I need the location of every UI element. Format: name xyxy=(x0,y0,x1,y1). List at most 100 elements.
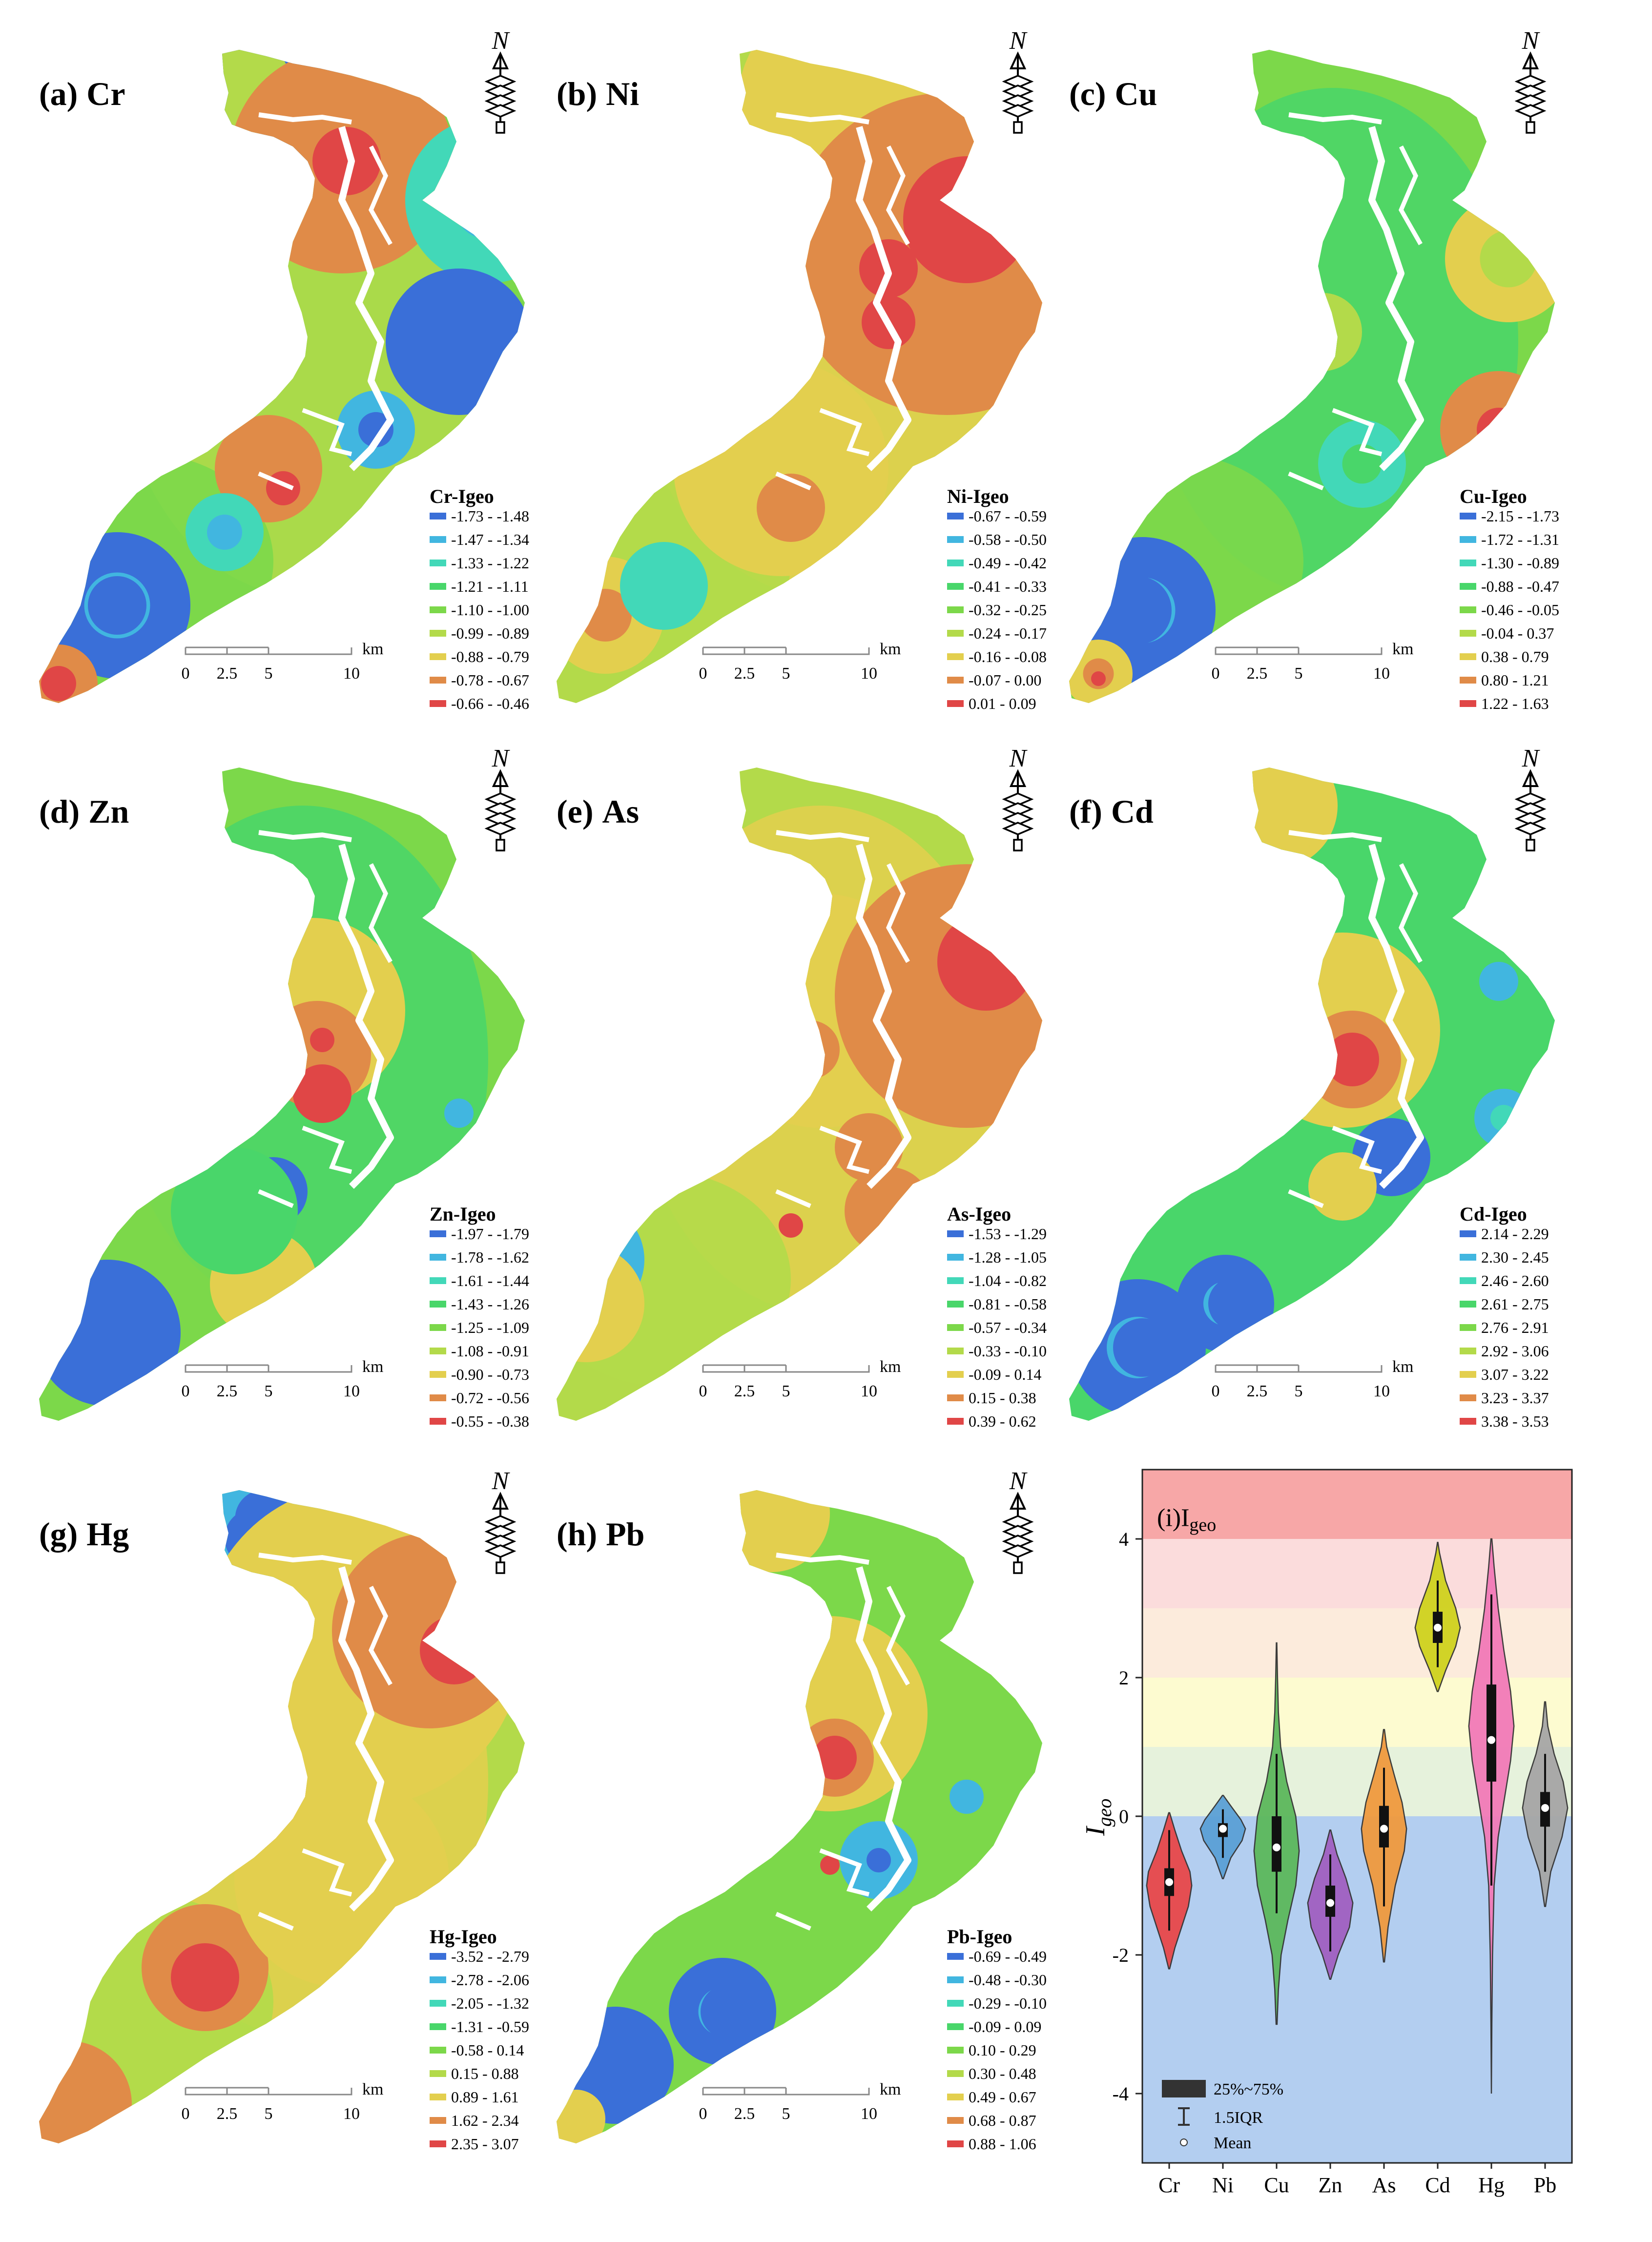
north-arrow-icon: N xyxy=(1514,745,1547,851)
scale-unit-label: km xyxy=(362,640,383,658)
legend-swatch xyxy=(947,677,964,684)
legend-class-label: -1.97 - -1.79 xyxy=(451,1225,529,1243)
hotspot xyxy=(701,1985,754,2038)
legend-swatch xyxy=(430,2140,446,2147)
hotspot xyxy=(312,127,381,195)
legend-class-label: -0.09 - 0.09 xyxy=(969,2018,1041,2035)
hotspot xyxy=(310,1028,334,1052)
legend-class-label: 2.76 - 2.91 xyxy=(1481,1319,1549,1336)
scale-ticks xyxy=(226,1365,269,1372)
legend-swatch xyxy=(1460,1254,1476,1261)
north-stack xyxy=(1002,1544,1034,1558)
scale-tick-label: 2.5 xyxy=(1247,664,1268,683)
legend-swatch xyxy=(1460,560,1476,566)
legend-swatch xyxy=(947,1277,964,1284)
scale-unit-label: km xyxy=(880,2080,901,2098)
legend-swatch xyxy=(947,583,964,590)
legend-whisker-icon xyxy=(1178,2107,1190,2126)
legend-swatch xyxy=(947,2070,964,2077)
river-channel xyxy=(338,1566,394,1911)
north-stack xyxy=(1002,75,1034,88)
map-title: (e) As xyxy=(557,793,639,830)
map-letter: (f) xyxy=(1069,793,1102,830)
north-arrow-icon: N xyxy=(484,27,516,134)
legend-swatch xyxy=(947,1953,964,1960)
map-title: (h) Pb xyxy=(557,1515,644,1553)
scale-tick-label: 5 xyxy=(782,1382,790,1400)
hotspot xyxy=(405,117,525,283)
legend-class-label: -0.58 - -0.50 xyxy=(969,531,1047,548)
hotspot xyxy=(845,1167,932,1255)
legend-swatch xyxy=(1460,513,1476,519)
hotspot-core xyxy=(41,666,76,701)
map-element: Zn xyxy=(88,793,129,830)
legend-swatch xyxy=(1460,1394,1476,1401)
north-label: N xyxy=(492,1467,511,1495)
hotspot xyxy=(1211,768,1338,869)
legend-class-label: -1.72 - -1.31 xyxy=(1481,531,1559,548)
legend-swatch xyxy=(430,677,446,684)
legend-swatch xyxy=(947,536,964,543)
y-axis-label-sub: geo xyxy=(1094,1799,1115,1827)
legend-swatch xyxy=(947,1324,964,1331)
scale-tick-label: 2.5 xyxy=(217,664,238,683)
north-stack xyxy=(484,792,516,806)
legend-whisker-label: 1.5IQR xyxy=(1214,2109,1263,2127)
legend-swatch xyxy=(947,1371,964,1378)
violin-cu: Cu xyxy=(1253,1642,1300,2197)
hotspot xyxy=(420,1616,488,1684)
legend-class-label: 0.38 - 0.79 xyxy=(1481,648,1549,665)
scale-tick-label: 0 xyxy=(699,664,707,683)
river-channel xyxy=(776,830,869,842)
north-stack xyxy=(1514,104,1547,118)
legend-class-label: -0.57 - -0.34 xyxy=(969,1319,1047,1336)
map-element: Cd xyxy=(1111,793,1154,830)
map-element: Hg xyxy=(86,1515,129,1553)
map-title: (a) Cr xyxy=(39,75,125,112)
scale-tick-label: 2.5 xyxy=(734,664,755,683)
scale-tick-label: 5 xyxy=(265,664,273,683)
hotspot xyxy=(293,1064,351,1123)
scale-tick-label: 0 xyxy=(699,2105,707,2123)
north-arrow-icon: N xyxy=(1514,27,1547,134)
scale-tick-label: 10 xyxy=(343,664,360,683)
map-element: Cr xyxy=(86,75,125,112)
scale-tick-label: 5 xyxy=(782,2105,790,2123)
map-element: Cu xyxy=(1115,75,1157,112)
legend-class-label: -0.33 - -0.10 xyxy=(969,1342,1047,1360)
legend-class-label: -0.88 - -0.47 xyxy=(1481,578,1559,595)
hotspot xyxy=(779,1213,803,1238)
river-channel xyxy=(775,145,910,491)
legend-class-label: -0.55 - -0.38 xyxy=(451,1412,529,1430)
violin-pb: Pb xyxy=(1522,1701,1569,2197)
north-label: N xyxy=(492,745,511,772)
legend-swatch xyxy=(430,583,446,590)
interpolation-map xyxy=(557,1490,1042,2143)
class-band xyxy=(1142,1816,1572,2163)
scale-unit-label: km xyxy=(1392,1358,1413,1376)
north-base xyxy=(496,1561,505,1574)
legend-swatch xyxy=(430,1394,446,1401)
scale-tick-label: 2.5 xyxy=(734,2105,755,2123)
legend-swatch xyxy=(947,606,964,613)
legend-swatch xyxy=(1460,630,1476,637)
river-channel xyxy=(258,830,352,842)
legend-class-label: 0.39 - 0.62 xyxy=(969,1412,1036,1430)
x-tick-label: Cr xyxy=(1158,2173,1180,2197)
legend-title: Cu-Igeo xyxy=(1460,485,1527,507)
legend-swatch xyxy=(947,1301,964,1308)
scale-tick-label: 10 xyxy=(861,2105,877,2123)
north-base xyxy=(1013,839,1023,851)
legend-class-label: 3.38 - 3.53 xyxy=(1481,1412,1549,1430)
legend-class-label: -0.48 - -0.30 xyxy=(969,1971,1047,1989)
legend-swatch xyxy=(947,653,964,660)
hotspot xyxy=(820,1855,840,1875)
legend-swatch xyxy=(430,1976,446,1983)
map-title: (f) Cd xyxy=(1069,793,1154,830)
scale-tick-label: 2.5 xyxy=(217,2105,238,2123)
legend-class-label: -0.67 - -0.59 xyxy=(969,507,1047,525)
